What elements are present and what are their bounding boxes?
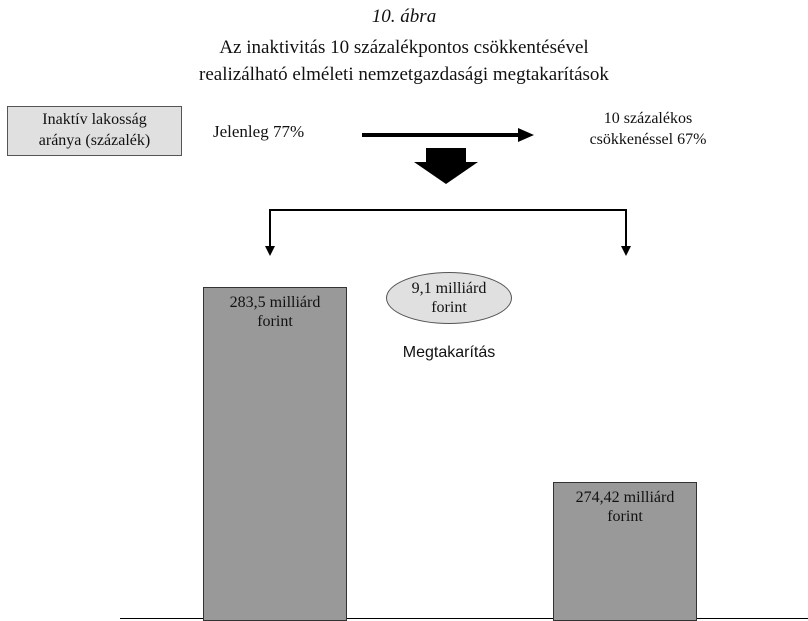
current-rate-label: Jelenleg 77% [213,122,305,141]
bar-reduced [553,482,697,621]
bar-current-label-line-1: 283,5 milliárd [229,294,321,311]
target-rate-line-2: csökkenéssel 67% [589,131,707,148]
figure-title-line-2: realizálható elméleti nemzetgazdasági me… [199,64,609,85]
bar-reduced-label-line-1: 274,42 milliárd [575,489,675,506]
target-rate-label: 10 százalékos csökkenéssel 67% [548,108,748,150]
bar-reduced-data-label: 274,42 milliárd forint [553,488,697,526]
bar-reduced-label-line-2: forint [607,508,643,525]
figure-number: 10. ábra [371,6,437,27]
savings-oval-line-1: 9,1 milliárd [411,280,487,297]
savings-oval: 9,1 milliárd forint [386,272,512,324]
bracket-left-arrow-head [265,246,275,256]
bar-current [203,287,347,621]
bar-current-data-label: 283,5 milliárd forint [203,293,347,331]
inactive-box-line-1: Inaktív lakosság [42,111,147,128]
inactive-box-line-2: aránya (százalék) [38,132,151,149]
inactive-population-box: Inaktív lakosság aránya (százalék) [7,106,182,156]
figure-title-line-1: Az inaktivitás 10 százalékpontos csökken… [219,37,589,58]
rate-change-arrow-head [518,128,534,142]
bar-current-label-line-2: forint [257,313,293,330]
bracket-right-arrow-head [621,246,631,256]
target-rate-line-1: 10 százalékos [603,110,693,127]
savings-oval-line-2: forint [431,299,467,316]
figure-title: Az inaktivitás 10 százalékpontos csökken… [0,34,808,88]
big-down-arrow-icon [414,148,478,184]
savings-label: Megtakarítás [402,344,496,361]
